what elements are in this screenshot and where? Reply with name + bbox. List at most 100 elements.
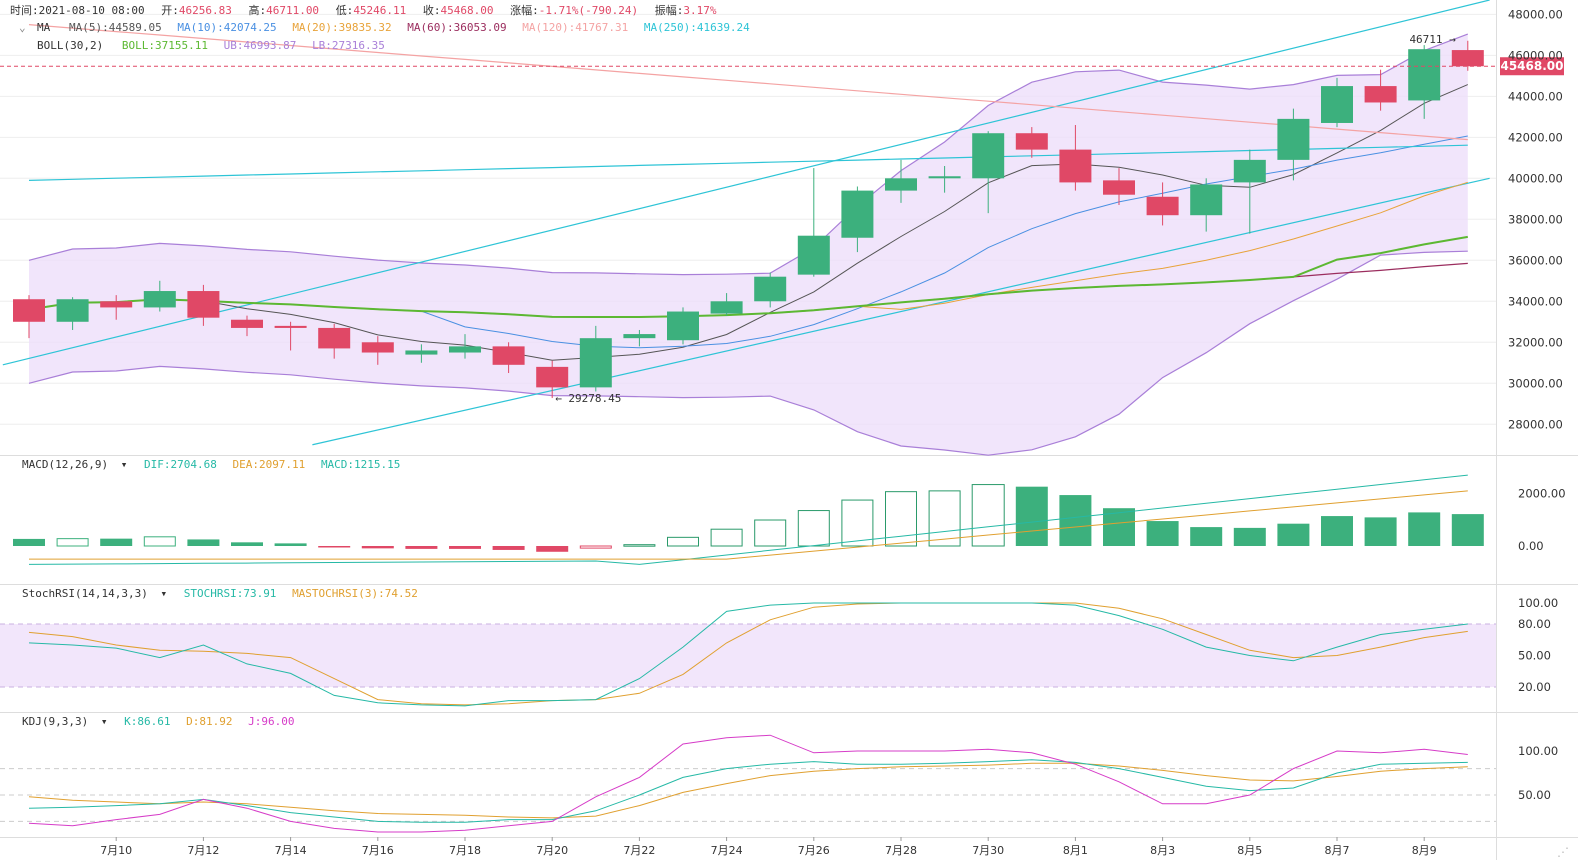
price-tick-label: 34000.00 <box>1508 294 1563 308</box>
mastochrsi-line <box>28 602 1468 706</box>
candle-body <box>667 311 699 341</box>
ma-toggle[interactable]: MA <box>37 21 51 34</box>
macd-histogram-bar <box>1190 527 1223 546</box>
ma250-line <box>28 144 1468 181</box>
candle-body <box>928 176 961 179</box>
candle-body <box>885 178 917 191</box>
candle-body <box>797 235 830 275</box>
price-tick-label: 40000.00 <box>1508 171 1563 185</box>
amplitude-label: 振幅: <box>655 3 684 17</box>
macd-histogram-bar <box>710 528 743 547</box>
macd-histogram-bar <box>100 538 133 546</box>
candle <box>928 166 961 193</box>
boll-lb-value: LB:27316.35 <box>312 39 385 52</box>
macd-histogram-bar <box>797 510 830 547</box>
candle <box>536 360 569 399</box>
price-tick-label: 28000.00 <box>1508 417 1563 431</box>
price-tick-label: 36000.00 <box>1508 253 1563 267</box>
ma20-value: MA(20):39835.32 <box>292 21 391 34</box>
price-tick-label: 46000.00 <box>1508 48 1563 62</box>
boll-legend[interactable]: BOLL(30,2) BOLL:37155.11 UB:46993.87 LB:… <box>37 39 385 52</box>
min-price-label: ← 29278.45 <box>555 392 621 405</box>
macd-histogram-bar <box>318 546 351 548</box>
close-label: 收: <box>423 3 441 17</box>
boll-name: BOLL(30,2) <box>37 39 103 52</box>
macd-histogram-bar <box>1103 508 1135 546</box>
time-tick-label: 7月26 <box>798 844 830 857</box>
kdj-name: KDJ(9,3,3) <box>22 715 88 728</box>
candle-body <box>1190 184 1223 216</box>
candle <box>579 325 612 392</box>
candle <box>972 131 1005 214</box>
ma60-value: MA(60):36053.09 <box>407 21 506 34</box>
caret-down-icon[interactable]: ▾ <box>121 458 128 471</box>
candle-body <box>1015 133 1048 150</box>
candle <box>231 315 263 337</box>
candle-body <box>1146 196 1179 216</box>
candle-body <box>56 299 89 322</box>
bollinger-bands <box>28 33 1469 456</box>
ma5-line <box>28 84 1468 361</box>
stochrsi-panel: 20.00 50.00 80.00 100.00 <box>0 596 1558 707</box>
ma-legend[interactable]: ⌄ MA MA(5):44589.05 MA(10):42074.25 MA(2… <box>19 21 750 34</box>
macd-histogram-bar <box>579 545 612 549</box>
stochrsi-band-fill <box>0 624 1496 687</box>
resize-grip-icon[interactable]: ⋰ <box>1557 845 1569 859</box>
macd-histogram-bar <box>754 519 787 547</box>
candle-body <box>361 342 394 353</box>
candle-body <box>449 346 481 353</box>
ma120-line <box>28 24 1468 141</box>
candle <box>623 329 656 347</box>
max-price-label: 46711 → <box>1409 33 1456 46</box>
candle <box>100 295 133 320</box>
macd-histogram-bar <box>13 538 45 546</box>
trend-line <box>312 177 1490 446</box>
candle-body <box>972 133 1005 179</box>
candle <box>1408 45 1441 119</box>
ma5-value: MA(5):44589.05 <box>69 21 162 34</box>
macd-histogram-bar <box>231 542 263 546</box>
macd-histogram-bar <box>274 543 307 546</box>
kdj-j-line <box>28 734 1468 833</box>
kdj-legend[interactable]: KDJ(9,3,3) ▾ K:86.61 D:81.92 J:96.00 <box>22 715 294 728</box>
candle <box>797 168 830 277</box>
stochrsi-value: STOCHRSI:73.91 <box>184 587 277 600</box>
candle-body <box>841 190 874 238</box>
stochrsi-tick-label: 50.00 <box>1518 649 1551 663</box>
time-tick-label: 7月10 <box>100 844 132 857</box>
candle <box>841 186 874 253</box>
price-tick-label: 32000.00 <box>1508 335 1563 349</box>
chevron-down-icon[interactable]: ⌄ <box>19 21 26 34</box>
candle <box>1233 149 1266 234</box>
macd-histogram-bar <box>1408 512 1441 546</box>
boll-mid-line <box>28 235 1468 318</box>
kdj-tick-label: 50.00 <box>1518 788 1551 802</box>
candle <box>1015 127 1048 158</box>
caret-down-icon[interactable]: ▾ <box>101 715 108 728</box>
candle-body <box>536 366 569 388</box>
stochrsi-legend[interactable]: StochRSI(14,14,3,3) ▾ STOCHRSI:73.91 MAS… <box>22 587 418 600</box>
candle-body <box>318 327 351 349</box>
caret-down-icon[interactable]: ▾ <box>160 587 167 600</box>
macd-legend[interactable]: MACD(12,26,9) ▾ DIF:2704.68 DEA:2097.11 … <box>22 458 400 471</box>
price-tick-label: 30000.00 <box>1508 376 1563 390</box>
macd-histogram-bar <box>1146 521 1179 546</box>
price-axis: 28000.00 30000.00 32000.00 34000.00 36000.00… <box>1508 7 1563 431</box>
time-tick-label: 7月14 <box>275 844 307 857</box>
kdj-tick-label: 100.00 <box>1518 744 1558 758</box>
time-tick-label: 7月30 <box>972 844 1004 857</box>
candles[interactable] <box>13 40 1484 399</box>
macd-histogram-bar <box>449 546 481 549</box>
macd-histogram-bar <box>143 536 176 547</box>
ma120-value: MA(120):41767.31 <box>522 21 628 34</box>
boll-mid-value: BOLL:37155.11 <box>122 39 208 52</box>
candle-body <box>623 334 656 339</box>
candle <box>1277 108 1310 181</box>
time-tick-label: 7月24 <box>711 844 743 857</box>
macd-tick-label: 2000.00 <box>1518 487 1566 501</box>
candle-body <box>274 325 307 328</box>
candle <box>187 284 220 326</box>
candle <box>318 323 351 359</box>
candle-body <box>1277 118 1310 160</box>
